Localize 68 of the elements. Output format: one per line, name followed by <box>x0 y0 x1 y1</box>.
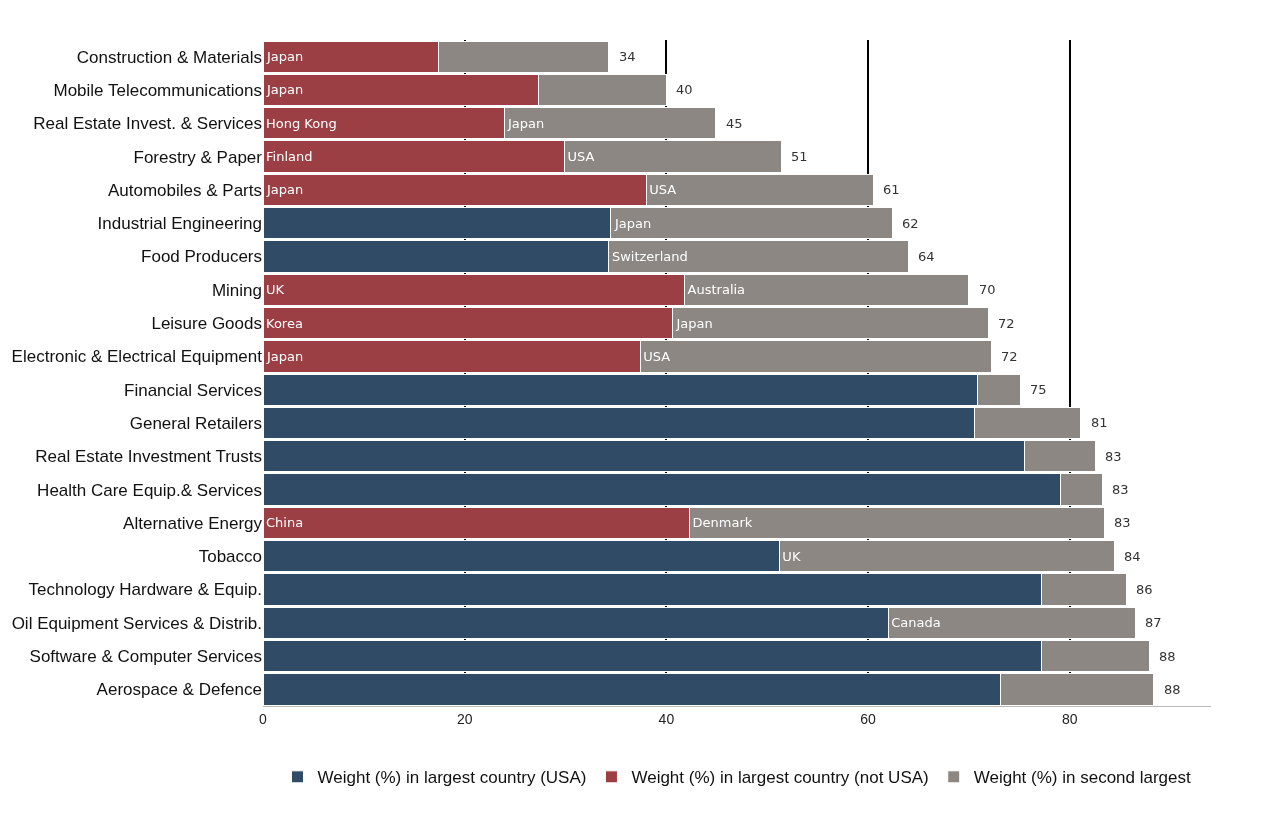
data-label: UK <box>782 548 801 564</box>
y-tick-label: Forestry & Paper <box>133 147 263 167</box>
data-label: Australia <box>687 282 746 298</box>
total-label: 70 <box>979 282 996 297</box>
x-tick-label: 40 <box>658 710 675 727</box>
y-tick-label: Construction & Materials <box>76 47 262 67</box>
total-label: 62 <box>902 216 919 231</box>
legend-label: Weight (%) in largest country (USA) <box>317 768 587 788</box>
data-label: Japan <box>266 348 304 364</box>
data-label: Switzerland <box>611 248 688 264</box>
total-label: 45 <box>726 116 743 131</box>
y-tick-label: Real Estate Invest. & Services <box>33 114 262 134</box>
data-label: China <box>266 515 304 531</box>
y-tick-label: Financial Services <box>124 380 262 400</box>
data-label: Japan <box>613 215 652 231</box>
y-tick-label: Oil Equipment Services & Distrib. <box>11 613 262 633</box>
x-tick-label: 0 <box>259 710 268 727</box>
y-tick-label: Leisure Goods <box>151 314 262 333</box>
data-label: UK <box>266 282 285 298</box>
data-label: Canada <box>891 615 941 631</box>
y-tick-label: Aerospace & Defence <box>96 680 262 700</box>
y-tick-label: Electronic & Electrical Equipment <box>11 347 263 367</box>
data-label: Japan <box>266 82 304 98</box>
data-label: Korea <box>266 315 303 331</box>
total-label: 61 <box>883 182 900 197</box>
total-label: 88 <box>1164 682 1181 697</box>
total-label: 86 <box>1136 582 1153 597</box>
total-label: 88 <box>1159 649 1176 664</box>
total-label: 84 <box>1124 549 1141 564</box>
y-tick-label: Tobacco <box>198 547 262 567</box>
y-tick-label: Automobiles & Parts <box>107 180 262 200</box>
x-tick-label: 60 <box>860 710 877 727</box>
data-label: Japan <box>266 182 304 198</box>
y-tick-label: Health Care Equip.& Services <box>37 480 262 500</box>
y-tick-label: Food Producers <box>141 247 262 267</box>
y-tick-label: Alternative Energy <box>123 513 263 533</box>
y-tick-label: Mining <box>211 280 262 300</box>
data-label: USA <box>643 348 671 364</box>
total-label: 72 <box>1001 349 1018 364</box>
total-label: 51 <box>791 149 808 164</box>
x-tick-label: 20 <box>456 710 473 727</box>
legend-label: Weight (%) in second largest <box>973 768 1192 788</box>
data-label: Japan <box>507 115 545 131</box>
data-label: Hong Kong <box>266 115 337 131</box>
x-tick-label: 80 <box>1062 710 1078 727</box>
y-tick-label: Software & Computer Services <box>29 647 262 666</box>
data-label: Japan <box>266 49 304 65</box>
total-label: 64 <box>918 249 935 264</box>
total-label: 75 <box>1030 382 1047 397</box>
data-label: Denmark <box>692 515 753 531</box>
total-label: 72 <box>998 316 1015 331</box>
y-tick-label: Industrial Engineering <box>97 214 262 234</box>
y-tick-label: Technology Hardware & Equip. <box>28 580 262 600</box>
data-label: Finland <box>266 149 313 165</box>
data-label: USA <box>649 182 677 198</box>
total-label: 34 <box>619 49 636 64</box>
total-label: 83 <box>1105 449 1122 464</box>
total-label: 87 <box>1145 615 1162 630</box>
total-label: 83 <box>1114 515 1131 530</box>
total-label: 83 <box>1112 482 1129 497</box>
total-label: 40 <box>676 82 693 97</box>
total-label: 81 <box>1091 415 1108 430</box>
y-tick-label: Real Estate Investment Trusts <box>35 447 262 467</box>
y-tick-label: Mobile Telecommunications <box>53 80 262 100</box>
data-label: USA <box>567 149 595 165</box>
data-label: Japan <box>675 315 713 331</box>
legend-label: Weight (%) in largest country (not USA) <box>631 768 929 788</box>
y-tick-label: General Retailers <box>129 413 262 433</box>
